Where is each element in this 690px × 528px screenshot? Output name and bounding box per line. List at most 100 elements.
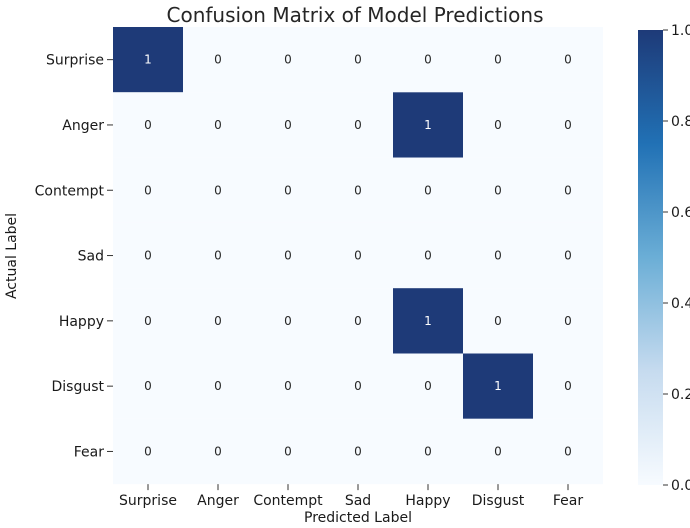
heatmap-cell — [463, 222, 533, 289]
heatmap-cell — [323, 27, 393, 93]
heatmap-cell — [113, 27, 183, 93]
x-tick-label: Contempt — [253, 493, 323, 509]
cell-value-label: 0 — [284, 53, 292, 67]
cell-value-label: 0 — [494, 53, 502, 67]
cell-value-label: 0 — [564, 183, 572, 197]
x-tick-label: Surprise — [119, 493, 177, 509]
cell-value-label: 0 — [354, 118, 362, 132]
heatmap-cell — [533, 418, 603, 485]
cell-value-label: 0 — [214, 249, 222, 263]
heatmap-cell — [393, 92, 463, 158]
cell-value-label: 0 — [564, 444, 572, 458]
x-tick-label: Anger — [197, 493, 239, 509]
cell-value-label: 0 — [144, 379, 152, 393]
x-tick-label: Fear — [553, 493, 583, 509]
heatmap-cell — [323, 418, 393, 485]
heatmap-cell — [463, 418, 533, 485]
heatmap-cell — [393, 157, 463, 223]
heatmap-cell — [463, 27, 533, 93]
cell-value-label: 0 — [494, 183, 502, 197]
colorbar-tick-label: 0.4 — [671, 296, 690, 312]
heatmap-cell — [253, 157, 323, 223]
cell-value-label: 0 — [284, 314, 292, 328]
heatmap-cell — [463, 353, 533, 419]
colorbar-ticks: 0.0 0.2 0.4 0.6 0.8 1.0 — [663, 23, 690, 494]
heatmap-cell — [323, 222, 393, 289]
colorbar-tick-label: 0.0 — [671, 478, 690, 494]
y-tick-label: Contempt — [35, 183, 105, 199]
cell-value-label: 0 — [424, 183, 432, 197]
cell-value-label: 0 — [144, 444, 152, 458]
x-tick-label: Disgust — [472, 493, 525, 509]
heatmap-cell — [393, 418, 463, 485]
heatmap-cell — [253, 418, 323, 485]
x-axis-label: Predicted Label — [304, 510, 412, 526]
colorbar — [638, 30, 663, 485]
cell-value-label: 1 — [424, 118, 432, 132]
heatmap-cell — [183, 222, 253, 289]
cell-value-label: 0 — [424, 444, 432, 458]
cell-value-label: 0 — [494, 118, 502, 132]
heatmap-cell — [253, 222, 323, 289]
heatmap-cell — [253, 353, 323, 419]
cell-value-label: 0 — [144, 118, 152, 132]
cell-value-label: 1 — [424, 314, 432, 328]
heatmap-cell — [463, 92, 533, 158]
colorbar-tick-label: 0.2 — [671, 387, 690, 403]
heatmap-cell — [253, 288, 323, 354]
heatmap-cell — [323, 353, 393, 419]
heatmap-cell — [323, 157, 393, 223]
heatmap-cell — [533, 92, 603, 158]
cell-value-label: 0 — [284, 379, 292, 393]
cell-value-label: 0 — [354, 314, 362, 328]
heatmap-cells: 1 0 0 0 0 0 0 0 0 0 0 1 0 0 0 0 0 0 0 0 0 0 0 0 0 0 0 0 0 0 0 0 1 0 0 0 0 0 0 0… — [113, 27, 603, 485]
x-tick-label: Happy — [405, 493, 450, 509]
heatmap-cell — [183, 288, 253, 354]
heatmap-cell — [533, 353, 603, 419]
heatmap-cell — [113, 222, 183, 289]
cell-value-label: 0 — [564, 314, 572, 328]
y-tick-label: Anger — [62, 118, 104, 134]
heatmap-cell — [253, 27, 323, 93]
cell-value-label: 0 — [214, 379, 222, 393]
y-tick-label: Surprise — [46, 53, 104, 69]
heatmap-cell — [113, 157, 183, 223]
cell-value-label: 0 — [144, 249, 152, 263]
heatmap-cell — [113, 418, 183, 485]
cell-value-label: 0 — [284, 444, 292, 458]
heatmap-cell — [113, 92, 183, 158]
colorbar-tick-label: 1.0 — [671, 23, 690, 39]
cell-value-label: 0 — [284, 183, 292, 197]
x-axis-ticks: Surprise Anger Contempt Sad Happy Disgust Fear — [119, 484, 583, 509]
heatmap-cell — [393, 353, 463, 419]
colorbar-tick-label: 0.6 — [671, 205, 690, 221]
heatmap-cell — [183, 353, 253, 419]
y-tick-label: Disgust — [51, 379, 104, 395]
cell-value-label: 0 — [284, 118, 292, 132]
cell-value-label: 0 — [354, 53, 362, 67]
cell-value-label: 0 — [564, 379, 572, 393]
heatmap-cell — [323, 92, 393, 158]
cell-value-label: 0 — [494, 444, 502, 458]
heatmap-cell — [253, 92, 323, 158]
cell-value-label: 0 — [564, 53, 572, 67]
heatmap-cell — [463, 288, 533, 354]
cell-value-label: 0 — [354, 183, 362, 197]
cell-value-label: 0 — [424, 53, 432, 67]
cell-value-label: 0 — [494, 249, 502, 263]
heatmap-cell — [463, 157, 533, 223]
cell-value-label: 0 — [494, 314, 502, 328]
y-axis-ticks: Surprise Anger Contempt Sad Happy Disgust Fear — [35, 53, 113, 460]
heatmap-cell — [183, 418, 253, 485]
heatmap-cell — [183, 157, 253, 223]
colorbar-tick-label: 0.8 — [671, 114, 690, 130]
cell-value-label: 0 — [214, 183, 222, 197]
heatmap-cell — [323, 288, 393, 354]
heatmap-cell — [393, 27, 463, 93]
heatmap-cell — [113, 288, 183, 354]
cell-value-label: 0 — [424, 379, 432, 393]
heatmap-cell — [183, 92, 253, 158]
cell-value-label: 0 — [214, 314, 222, 328]
heatmap-cell — [113, 353, 183, 419]
